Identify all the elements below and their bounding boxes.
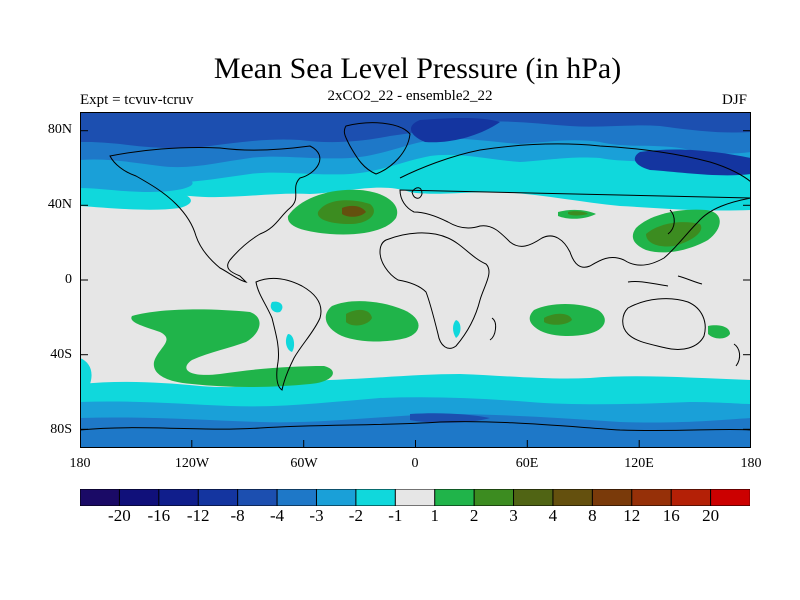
tasman-positive (708, 325, 730, 339)
southeast-pacific-cyan (80, 358, 92, 386)
colorbar-swatch (552, 489, 594, 506)
experiment-label: Expt = tcvuv-tcruv (80, 92, 194, 108)
colorbar-label: -2 (348, 506, 363, 525)
x-tick-label: 60E (515, 456, 539, 471)
x-tick-marks (191, 440, 640, 448)
colorbar-swatch (394, 489, 436, 506)
new-zealand-coast (733, 343, 741, 367)
greenland-coast (343, 122, 411, 175)
arctic-negative-darkest (410, 118, 751, 176)
colorbar-swatch (158, 489, 200, 506)
y-tick-label: 80S (50, 422, 72, 437)
antarctica-coast (80, 421, 751, 432)
colorbar-label: 2 (469, 506, 479, 525)
southern-africa-cyan-spot (453, 320, 461, 338)
colorbar-label: 4 (548, 506, 558, 525)
x-tick-label: 0 (411, 456, 419, 471)
colorbar-swatch (237, 489, 278, 506)
colorbar-label: -4 (270, 506, 285, 525)
colorbar-swatch (276, 489, 318, 506)
indian-ocean-core (544, 313, 572, 325)
south-america-cyan-spot (270, 301, 283, 313)
plot-title: Mean Sea Level Pressure (in hPa) (213, 52, 622, 85)
colorbar (80, 489, 750, 506)
x-tick-label: 60W (290, 456, 318, 471)
run-label: 2xCO2_22 - ensemble2_22 (327, 88, 493, 104)
colorbar-label: -1 (388, 506, 403, 525)
antarctic-negative-blue (80, 414, 751, 448)
y-tick-label: 40N (47, 197, 72, 212)
colorbar-label: 16 (662, 506, 680, 525)
pressure-map (80, 112, 751, 448)
uk-coast (411, 187, 423, 199)
antarctic-negative-darkblue (410, 413, 490, 423)
africa-coast (379, 232, 490, 349)
northwest-pacific-core (646, 222, 702, 247)
indonesia-coast (627, 275, 703, 287)
colorbar-swatch (473, 489, 515, 506)
y-tick-marks (80, 130, 751, 430)
colorbar-label: 8 (588, 506, 597, 525)
colorbar-label: 1 (430, 506, 439, 525)
colorbar-swatch (591, 489, 633, 506)
x-tick-label: 180 (69, 456, 91, 471)
y-tick-label: 0 (65, 272, 72, 287)
colorbar-swatch (513, 489, 554, 506)
colorbar-label: 12 (623, 506, 641, 525)
colorbar-label: -12 (186, 506, 210, 525)
north-america-coast (109, 145, 321, 283)
colorbar-label: -16 (147, 506, 171, 525)
season-label: DJF (722, 92, 748, 108)
colorbar-swatch (197, 489, 239, 506)
colorbar-label: -20 (108, 506, 131, 525)
eurasia-coast (399, 143, 751, 268)
south-atlantic-core (346, 309, 372, 326)
colorbar-swatch (434, 489, 475, 506)
x-tick-label: 180 (740, 456, 762, 471)
y-tick-label: 80N (47, 122, 72, 137)
colorbar-swatch (315, 489, 357, 506)
colorbar-swatch (670, 489, 712, 506)
japan-coast (667, 209, 675, 235)
coastlines (80, 122, 751, 432)
south-pacific-positive (131, 309, 333, 387)
australia-coast (622, 298, 706, 350)
colorbar-label: -3 (309, 506, 324, 525)
colorbar-label: -8 (230, 506, 245, 525)
south-atlantic-positive (325, 301, 419, 342)
madagascar-coast (489, 317, 497, 341)
colorbar-swatch (118, 489, 160, 506)
colorbar-swatch (80, 489, 121, 506)
north-atlantic-peak (342, 205, 366, 217)
x-tick-label: 120W (174, 456, 210, 471)
colorbar-label: 20 (702, 506, 720, 525)
colorbar-swatch (355, 489, 397, 506)
y-tick-label: 40S (50, 347, 72, 362)
andes-cyan-spot (285, 334, 295, 352)
south-america-coast (255, 278, 322, 391)
x-tick-label: 120E (624, 456, 654, 471)
east-asia-spot-core (568, 211, 588, 216)
colorbar-swatch (710, 489, 750, 506)
north-pacific-lightblue (80, 171, 193, 192)
colorbar-swatch (631, 489, 672, 506)
colorbar-label: 3 (509, 506, 518, 525)
